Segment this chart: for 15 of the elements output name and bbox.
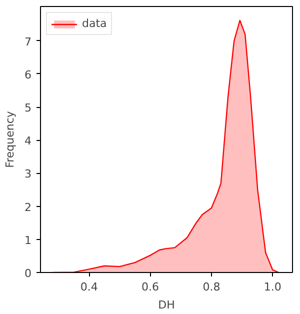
legend-label: data (82, 17, 107, 30)
y-tick-label: 1 (24, 234, 32, 247)
x-tick-label: 0.8 (202, 280, 220, 294)
y-axis-title: Frequency (4, 110, 16, 168)
y-tick-label: 5 (24, 102, 32, 115)
y-tick-label: 4 (24, 134, 32, 148)
x-tick-label: 1.0 (264, 280, 282, 294)
x-tick-label: 0.6 (142, 280, 160, 294)
x-axis-title: DH (158, 298, 175, 312)
y-tick-label: 7 (24, 35, 32, 48)
y-tick-label: 2 (24, 200, 32, 214)
y-tick-label: 6 (24, 68, 32, 82)
y-tick-label: 3 (24, 168, 32, 181)
x-tick-label: 0.4 (80, 280, 98, 294)
y-tick-label: 0 (24, 267, 32, 280)
